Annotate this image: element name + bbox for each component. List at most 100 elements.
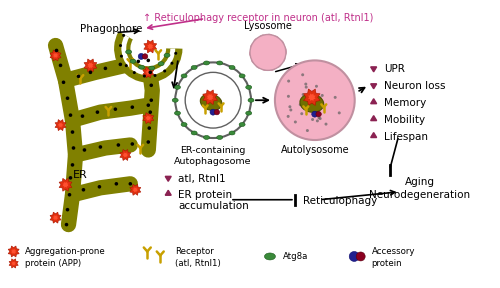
Ellipse shape <box>138 65 144 69</box>
Ellipse shape <box>126 50 132 54</box>
Circle shape <box>312 111 318 117</box>
Polygon shape <box>304 89 320 105</box>
Circle shape <box>316 119 319 122</box>
Circle shape <box>116 143 120 147</box>
Polygon shape <box>165 190 171 195</box>
Polygon shape <box>53 53 58 58</box>
Circle shape <box>80 114 84 118</box>
Circle shape <box>136 60 140 63</box>
Ellipse shape <box>172 98 178 102</box>
Text: Neuron loss: Neuron loss <box>384 81 445 91</box>
Polygon shape <box>133 187 138 192</box>
Text: (atl, Rtnl1): (atl, Rtnl1) <box>175 259 221 268</box>
Circle shape <box>272 59 281 68</box>
Ellipse shape <box>200 94 222 110</box>
Circle shape <box>96 110 99 114</box>
Circle shape <box>311 118 314 121</box>
Circle shape <box>252 37 284 68</box>
Circle shape <box>286 115 290 118</box>
Circle shape <box>148 110 152 114</box>
Circle shape <box>163 69 166 73</box>
Circle shape <box>174 52 178 55</box>
Polygon shape <box>146 70 151 75</box>
Circle shape <box>54 49 58 52</box>
Text: Lysosome: Lysosome <box>244 20 292 31</box>
Circle shape <box>175 62 251 138</box>
Ellipse shape <box>149 66 154 70</box>
Text: Accessory: Accessory <box>372 247 415 256</box>
Circle shape <box>98 145 102 149</box>
Polygon shape <box>144 40 156 53</box>
Circle shape <box>252 55 260 64</box>
Circle shape <box>356 252 365 261</box>
Circle shape <box>294 120 297 124</box>
Circle shape <box>146 59 150 62</box>
Polygon shape <box>143 113 154 124</box>
Circle shape <box>138 54 144 59</box>
Polygon shape <box>50 212 61 223</box>
Circle shape <box>334 96 336 99</box>
Circle shape <box>185 72 241 128</box>
Ellipse shape <box>181 122 187 126</box>
Polygon shape <box>12 261 16 266</box>
Circle shape <box>315 85 318 88</box>
Text: Receptor: Receptor <box>175 247 214 256</box>
Circle shape <box>68 176 72 180</box>
Polygon shape <box>370 99 376 104</box>
Wedge shape <box>122 35 175 75</box>
Circle shape <box>66 208 70 211</box>
Text: Memory: Memory <box>384 98 426 108</box>
Text: ER protein: ER protein <box>178 190 233 200</box>
Ellipse shape <box>191 131 197 135</box>
Circle shape <box>170 62 173 65</box>
Polygon shape <box>11 249 16 254</box>
Circle shape <box>250 49 258 58</box>
Circle shape <box>120 55 123 58</box>
Circle shape <box>288 105 292 108</box>
Circle shape <box>70 130 74 134</box>
Polygon shape <box>53 215 58 220</box>
Text: Atg8a: Atg8a <box>283 252 308 261</box>
Circle shape <box>302 93 304 96</box>
Polygon shape <box>370 116 376 121</box>
Text: Autolysosome: Autolysosome <box>280 145 349 155</box>
Circle shape <box>338 111 341 114</box>
Circle shape <box>250 35 286 70</box>
Text: ER-containing
Autophagosome: ER-containing Autophagosome <box>174 146 252 166</box>
Circle shape <box>210 109 216 115</box>
Text: Reticulophagy: Reticulophagy <box>303 196 377 206</box>
Text: ER: ER <box>73 170 88 180</box>
Polygon shape <box>8 246 19 257</box>
Circle shape <box>306 129 309 132</box>
Text: Phagophore: Phagophore <box>80 24 143 34</box>
Circle shape <box>118 62 122 66</box>
Circle shape <box>130 105 134 109</box>
Ellipse shape <box>300 94 324 112</box>
Circle shape <box>62 81 66 84</box>
Ellipse shape <box>158 62 164 66</box>
Polygon shape <box>59 178 72 191</box>
Polygon shape <box>370 84 376 89</box>
Circle shape <box>98 185 101 189</box>
Circle shape <box>304 86 308 89</box>
Circle shape <box>261 62 270 71</box>
Circle shape <box>306 99 309 102</box>
Ellipse shape <box>264 253 276 260</box>
Polygon shape <box>202 90 218 105</box>
Circle shape <box>349 251 359 262</box>
Circle shape <box>267 61 276 70</box>
Ellipse shape <box>229 65 235 69</box>
Circle shape <box>254 38 262 47</box>
Circle shape <box>82 148 86 152</box>
Polygon shape <box>84 59 97 72</box>
Polygon shape <box>146 116 151 121</box>
Circle shape <box>287 79 290 83</box>
Circle shape <box>264 34 274 43</box>
Polygon shape <box>165 176 171 181</box>
Circle shape <box>250 43 260 52</box>
Polygon shape <box>62 182 68 188</box>
Text: protein (APP): protein (APP) <box>24 259 81 268</box>
Text: Aging: Aging <box>404 177 434 187</box>
Circle shape <box>70 163 74 167</box>
Circle shape <box>125 64 128 67</box>
